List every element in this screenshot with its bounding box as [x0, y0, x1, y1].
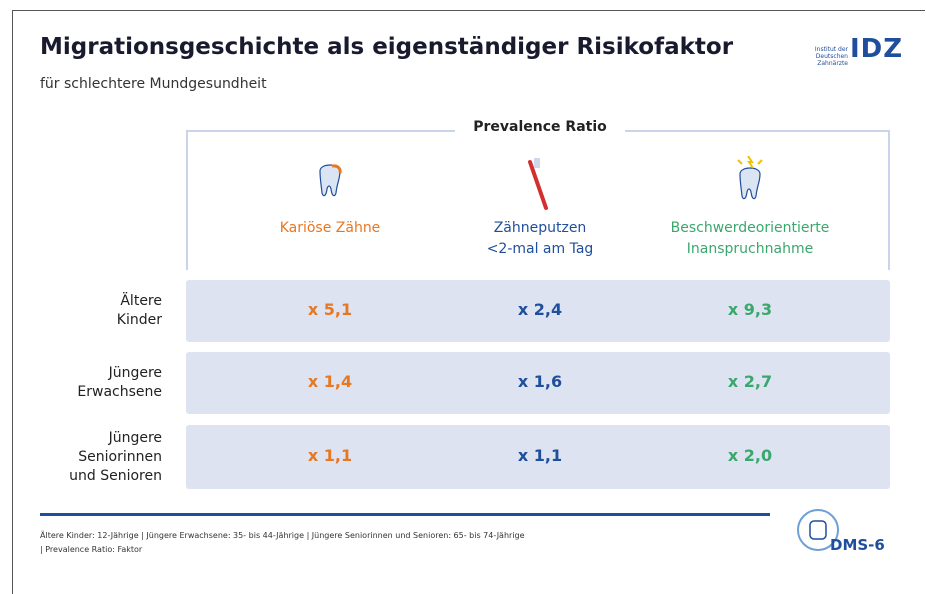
column-header: Kariöse Zähne — [279, 220, 381, 236]
logo-text: Institut der Deutschen Zahnärzte — [788, 46, 848, 67]
logo-line: Deutschen Zahnärzte — [815, 53, 848, 67]
cell-value: x 1,6 — [517, 372, 563, 391]
row-background — [186, 425, 890, 489]
cell-value: x 5,1 — [307, 300, 353, 319]
column-header: Zähneputzen — [493, 220, 587, 236]
dms-badge-icon — [797, 509, 839, 551]
group-header: Prevalence Ratio — [455, 119, 625, 135]
row-background — [186, 352, 890, 414]
footnote: | Prevalence Ratio: Faktor — [40, 545, 143, 554]
badge: DMS-6 — [830, 536, 885, 554]
cell-value: x 1,4 — [307, 372, 353, 391]
row-label: Kinder — [116, 312, 162, 328]
column-header: Inanspruchnahme — [686, 241, 814, 257]
row-label: Ältere — [120, 293, 162, 309]
tooth-icon — [319, 164, 342, 197]
footnote: Ältere Kinder: 12-Jährige | Jüngere Erwa… — [40, 531, 525, 540]
footer-rule — [40, 513, 770, 516]
cell-value: x 2,4 — [517, 300, 563, 319]
cell-value: x 2,7 — [727, 372, 773, 391]
logo-line: Institut der — [814, 46, 848, 53]
frame — [12, 10, 925, 594]
pain-tooth-icon — [737, 155, 763, 200]
row-label: und Senioren — [69, 467, 162, 484]
row-label: Jüngere — [108, 365, 162, 381]
row-background — [186, 280, 890, 342]
cell-value: x 1,1 — [307, 446, 353, 465]
cell-value: x 2,0 — [727, 446, 773, 465]
row-label: Erwachsene — [77, 384, 162, 400]
logo-mark: IDZ — [850, 34, 904, 64]
row-label: Jüngere — [108, 429, 162, 446]
row-label: Seniorinnen — [78, 448, 162, 465]
toothbrush-icon — [528, 158, 548, 210]
title: Migrationsgeschichte als eigenständiger … — [40, 34, 734, 60]
column-header: Beschwerdeorientierte — [670, 220, 830, 236]
column-header: <2-mal am Tag — [486, 241, 594, 257]
subtitle: für schlechtere Mundgesundheit — [40, 76, 267, 92]
cell-value: x 9,3 — [727, 300, 773, 319]
cell-value: x 1,1 — [517, 446, 563, 465]
